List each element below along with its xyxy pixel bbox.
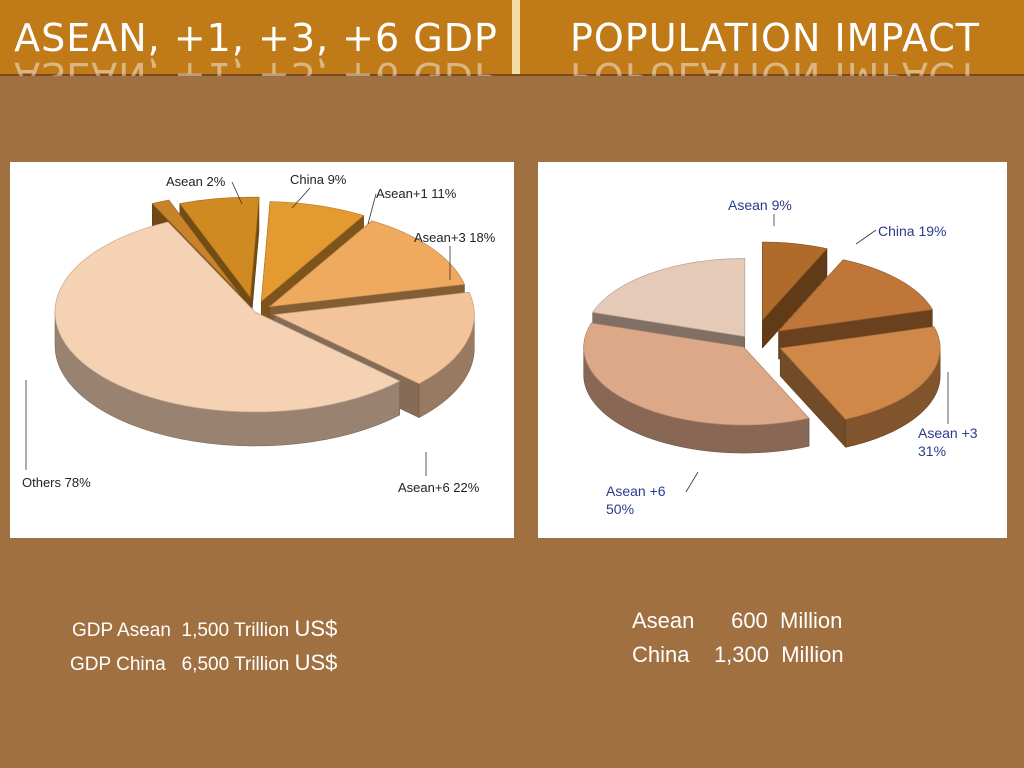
pop-label-china: China 19% <box>878 223 947 239</box>
header-separator <box>512 0 520 76</box>
gdp-pie-svg: Asean 2% China 9% Asean+1 11% Asean+3 18% As… <box>22 172 496 495</box>
pop-slice-top <box>592 258 746 337</box>
population-china-line: China 1,300 Million <box>632 638 844 672</box>
gdp-slice-top <box>151 199 240 294</box>
population-title-text: POPULATION IMPACT <box>569 16 981 60</box>
gdp-slice-top <box>268 220 466 308</box>
slide-header <box>0 0 1024 76</box>
gdp-label-china: China 9% <box>290 172 347 187</box>
pop-slice-top <box>583 322 810 426</box>
gdp-slice-top <box>179 196 260 299</box>
gdp-title: ASEAN, +1, +3, +6 GDP ASEAN, +1, +3, +6 … <box>14 16 498 76</box>
pop-slice-top <box>779 326 941 420</box>
pop-slice-top <box>777 259 933 332</box>
pop-slice-asean-6 <box>583 322 810 454</box>
pop-slices <box>583 241 941 454</box>
pop-slice-asean <box>762 241 828 349</box>
gdp-asean-unit: US$ <box>294 616 338 641</box>
gdp-label-asean-1: Asean+1 11% <box>376 186 457 201</box>
gdp-slice-top <box>273 291 475 385</box>
population-china-label: China <box>632 642 690 667</box>
gdp-china-line: GDP China 6,500 Trillion US$ <box>70 646 337 682</box>
header-rule <box>0 74 1024 76</box>
population-title: POPULATION IMPACT POPULATION IMPACT <box>540 16 1010 76</box>
gdp-label-asean-3: Asean+3 18% <box>414 230 496 245</box>
pop-slice-china <box>777 259 933 360</box>
population-pie-chart: Asean 9% China 19% Asean +3 31% Asean +6 50% <box>538 162 1007 538</box>
gdp-asean-line: GDP Asean 1,500 Trillion US$ <box>72 612 337 648</box>
gdp-title-reflection: ASEAN, +1, +3, +6 GDP <box>14 54 498 76</box>
population-pie-svg: Asean 9% China 19% Asean +3 31% Asean +6 50% <box>583 197 978 517</box>
gdp-china-label: GDP China <box>70 654 166 675</box>
gdp-china-unit: US$ <box>294 650 338 675</box>
pop-leader-asean-6 <box>685 471 699 493</box>
pop-leader-china <box>855 229 877 245</box>
gdp-slices <box>54 196 475 447</box>
pop-label-asean-6: Asean +6 50% <box>606 483 666 517</box>
pop-label-asean-3: Asean +3 31% <box>918 425 978 459</box>
gdp-labels: Asean 2% China 9% Asean+1 11% Asean+3 18% As… <box>22 172 496 495</box>
population-asean-label: Asean <box>632 608 695 633</box>
pop-label-asean: Asean 9% <box>728 197 792 213</box>
gdp-label-asean: Asean 2% <box>166 174 226 189</box>
gdp-slice-top <box>54 221 401 413</box>
gdp-slice-top <box>260 201 365 303</box>
gdp-asean-amount: 1,500 Trillion <box>181 620 290 641</box>
gdp-china-amount: 6,500 Trillion <box>181 654 290 675</box>
gdp-leader-china <box>291 187 311 209</box>
gdp-pie-chart: Asean 2% China 9% Asean+1 11% Asean+3 18% As… <box>10 162 514 538</box>
gdp-leader-asean <box>231 181 243 205</box>
gdp-leader-asean-1 <box>367 193 377 225</box>
pop-labels: Asean 9% China 19% Asean +3 31% Asean +6 50% <box>606 197 978 517</box>
population-asean-amount: 600 Million <box>731 608 843 633</box>
gdp-asean-label: GDP Asean <box>72 620 171 641</box>
population-china-amount: 1,300 Million <box>713 642 844 667</box>
pop-slice-top <box>762 241 828 321</box>
gdp-slice-others <box>54 221 401 447</box>
population-title-reflection: POPULATION IMPACT <box>569 54 981 76</box>
gdp-label-asean-6: Asean+6 22% <box>398 480 480 495</box>
population-asean-line: Asean 600 Million <box>632 604 842 638</box>
gdp-label-others: Others 78% <box>22 475 91 490</box>
pop-slice-asean-3 <box>779 326 941 449</box>
gdp-title-text: ASEAN, +1, +3, +6 GDP <box>14 16 498 60</box>
